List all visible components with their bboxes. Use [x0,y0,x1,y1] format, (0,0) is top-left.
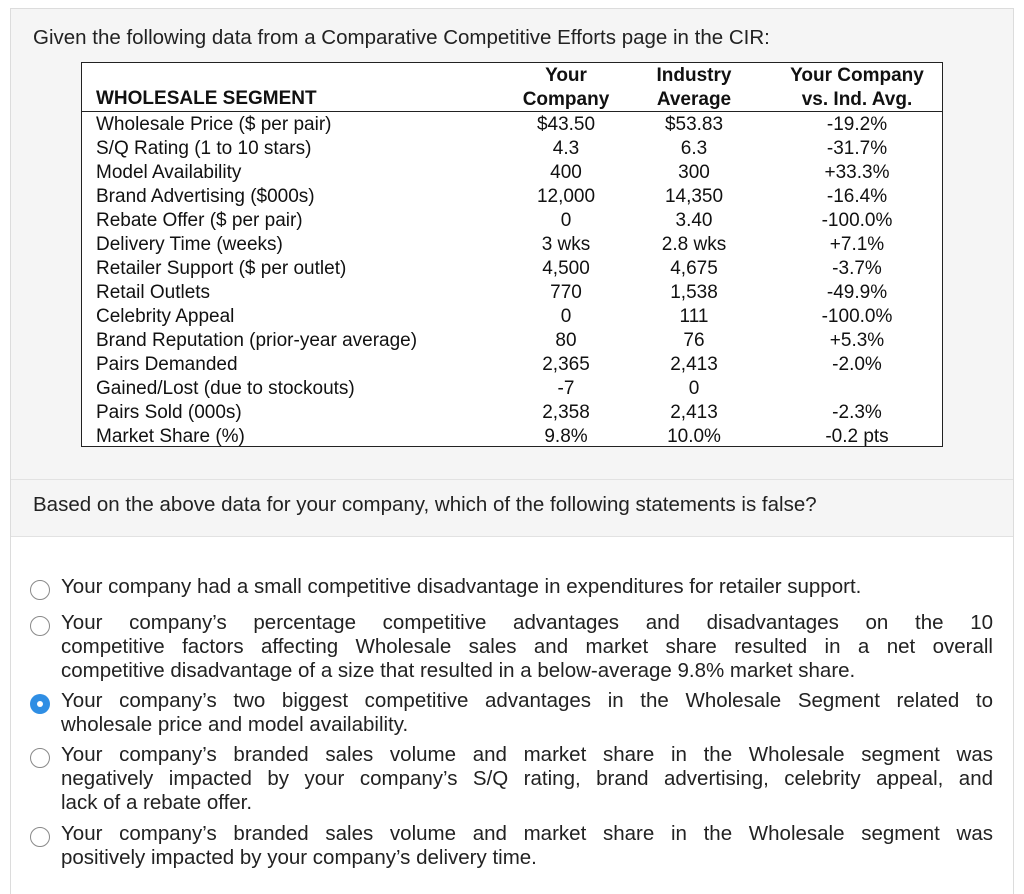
row-label: Rebate Offer ($ per pair) [96,210,303,231]
answer-option-line: Your company’s branded sales volume and … [61,822,993,845]
vs-avg-value: -2.0% [832,354,882,375]
industry-value: 3.40 [675,210,713,231]
row-label: Celebrity Appeal [96,306,235,327]
header-divider [82,111,942,112]
industry-value: 10.0% [667,426,721,447]
company-value: 2,365 [542,354,590,375]
vs-avg-value: -3.7% [832,258,882,279]
radio-unselected-icon[interactable] [30,827,50,847]
row-label: Pairs Demanded [96,354,238,375]
answer-option-line: lack of a rebate offer. [61,791,253,814]
industry-value: 1,538 [670,282,718,303]
vs-avg-value: -19.2% [826,114,888,135]
company-value: 770 [550,282,582,303]
industry-value: 0 [688,378,700,399]
vs-header-line1: Your Company [790,65,924,86]
vs-avg-value: +5.3% [829,330,885,351]
segment-header: WHOLESALE SEGMENT [96,88,317,109]
radio-unselected-icon[interactable] [30,748,50,768]
row-label: Delivery Time (weeks) [96,234,283,255]
industry-value: 300 [678,162,710,183]
industry-value: 111 [679,306,709,327]
radio-selected-icon[interactable] [30,694,50,714]
question-panel: Given the following data from a Comparat… [10,8,1014,894]
answer-option-line: Your company’s two biggest competitive a… [61,689,993,712]
company-value: 400 [550,162,582,183]
vs-header-line2: vs. Ind. Avg. [801,89,913,110]
company-value: 3 wks [541,234,591,255]
company-header-line2: Company [522,89,610,110]
industry-value: 2.8 wks [661,234,727,255]
vs-avg-value: -16.4% [826,186,888,207]
company-value: -7 [557,378,575,399]
row-label: Brand Reputation (prior-year average) [96,330,418,351]
answer-option-line: negatively impacted by your company’s S/… [61,767,993,790]
row-label: Brand Advertising ($000s) [96,186,315,207]
answer-option-line: positively impacted by your company’s de… [61,846,537,869]
answer-option-line: Your company’s branded sales volume and … [61,743,993,766]
industry-header-line1: Industry [656,65,732,86]
prompt-band: Based on the above data for your company… [11,480,1013,537]
industry-header-line2: Average [656,89,732,110]
question-stem-band: Given the following data from a Comparat… [11,9,1013,480]
company-value: 4.3 [552,138,580,159]
row-label: Pairs Sold (000s) [96,402,242,423]
question-stem: Given the following data from a Comparat… [33,26,770,49]
row-label: Market Share (%) [96,426,245,447]
answer-option-text: Your company had a small competitive dis… [61,575,993,599]
vs-avg-value: +7.1% [829,234,885,255]
row-label: Retailer Support ($ per outlet) [96,258,347,279]
company-value: 80 [555,330,577,351]
row-label: Wholesale Price ($ per pair) [96,114,332,135]
vs-avg-value: -100.0% [821,306,893,327]
answer-option-line: competitive disadvantage of a size that … [61,659,856,682]
answer-option-text: Your company’s branded sales volume and … [61,743,993,815]
question-prompt: Based on the above data for your company… [33,493,817,516]
company-value: 0 [560,306,572,327]
answer-option-line: wholesale price and model availability. [61,713,409,736]
company-value: 9.8% [544,426,588,447]
company-value: 12,000 [536,186,596,207]
vs-avg-value: -31.7% [826,138,888,159]
vs-avg-value: -100.0% [821,210,893,231]
industry-value: 14,350 [664,186,724,207]
industry-value: $53.83 [664,114,724,135]
answer-option-line: Your company had a small competitive dis… [61,575,862,598]
data-table: WHOLESALE SEGMENT Your Company Industry … [81,62,943,447]
row-label: S/Q Rating (1 to 10 stars) [96,138,312,159]
industry-value: 76 [683,330,705,351]
vs-avg-value: +33.3% [824,162,890,183]
industry-value: 4,675 [670,258,718,279]
radio-unselected-icon[interactable] [30,580,50,600]
row-label: Gained/Lost (due to stockouts) [96,378,355,399]
answer-option-text: Your company’s two biggest competitive a… [61,689,993,737]
radio-unselected-icon[interactable] [30,616,50,636]
answer-option-line: Your company’s percentage competitive ad… [61,611,993,634]
row-label: Retail Outlets [96,282,211,303]
vs-avg-value: -0.2 pts [825,426,889,447]
vs-avg-value: -49.9% [826,282,888,303]
company-value: 4,500 [542,258,590,279]
row-label: Model Availability [96,162,242,183]
company-value: $43.50 [536,114,596,135]
company-header-line1: Your [545,65,587,86]
industry-value: 6.3 [680,138,708,159]
vs-avg-value: -2.3% [832,402,882,423]
company-value: 0 [560,210,572,231]
answer-option-text: Your company’s branded sales volume and … [61,822,993,870]
industry-value: 2,413 [670,354,718,375]
answer-option-line: competitive factors affecting Wholesale … [61,635,993,658]
company-value: 2,358 [542,402,590,423]
answer-option-text: Your company’s percentage competitive ad… [61,611,993,683]
industry-value: 2,413 [670,402,718,423]
